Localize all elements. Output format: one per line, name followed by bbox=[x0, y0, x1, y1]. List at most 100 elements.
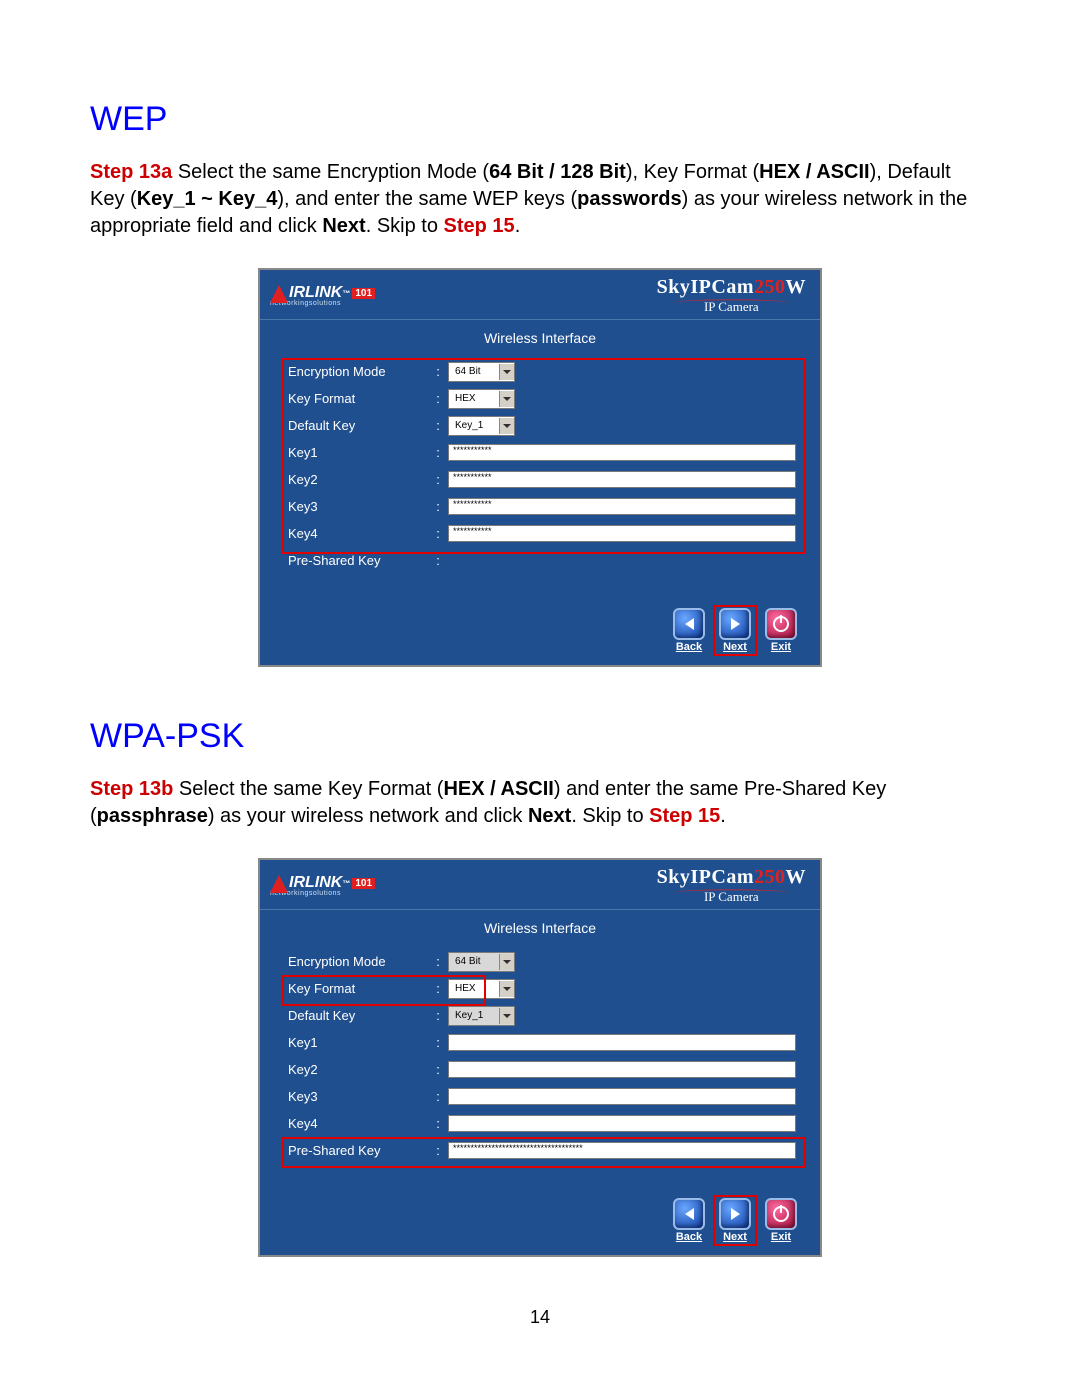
key4-input[interactable] bbox=[448, 1115, 796, 1132]
panel-title: Wireless Interface bbox=[260, 320, 820, 358]
t: SkyIPCam bbox=[657, 276, 754, 298]
key2-input[interactable] bbox=[448, 1061, 796, 1078]
colon: : bbox=[428, 1062, 448, 1077]
step-label: Step 13a bbox=[90, 161, 172, 183]
t: Next bbox=[322, 215, 365, 237]
back-button[interactable]: Back bbox=[670, 608, 708, 653]
t: . bbox=[515, 215, 521, 237]
select-value: Key_1 bbox=[449, 1010, 499, 1021]
wpa-config-panel: IRLINK ™ 101 networkingsolutions SkyIPCa… bbox=[258, 858, 822, 1257]
next-button[interactable]: Next bbox=[716, 608, 754, 653]
select-value: Key_1 bbox=[449, 420, 499, 431]
label-psk: Pre-Shared Key bbox=[288, 1143, 428, 1158]
label-key-format: Key Format bbox=[288, 391, 428, 406]
psk-input[interactable]: ************************************* bbox=[448, 1142, 796, 1159]
t: 64 Bit / 128 Bit bbox=[489, 161, 626, 183]
t: Select the same Key Format ( bbox=[173, 778, 443, 800]
t: SkyIPCam bbox=[657, 866, 754, 888]
arrow-left-icon bbox=[685, 618, 694, 630]
label-key2: Key2 bbox=[288, 472, 428, 487]
brand-101: 101 bbox=[352, 878, 375, 889]
colon: : bbox=[428, 553, 448, 568]
label-key3: Key3 bbox=[288, 499, 428, 514]
label-psk: Pre-Shared Key bbox=[288, 553, 428, 568]
airlink-logo-icon bbox=[270, 285, 288, 303]
label-key3: Key3 bbox=[288, 1089, 428, 1104]
key3-input[interactable] bbox=[448, 1088, 796, 1105]
brand-right: SkyIPCam250W IP Camera bbox=[657, 866, 806, 905]
label-key-format: Key Format bbox=[288, 981, 428, 996]
airlink-logo-icon bbox=[270, 875, 288, 893]
select-value: HEX bbox=[449, 393, 499, 404]
colon: : bbox=[428, 418, 448, 433]
button-label: Next bbox=[716, 1231, 754, 1243]
chevron-down-icon bbox=[499, 364, 514, 380]
button-label: Back bbox=[670, 1231, 708, 1243]
brand-right: SkyIPCam250W IP Camera bbox=[657, 276, 806, 315]
default-key-select[interactable]: Key_1 bbox=[448, 416, 515, 436]
key1-input[interactable] bbox=[448, 1034, 796, 1051]
t: 250 bbox=[754, 866, 786, 888]
button-label: Back bbox=[670, 641, 708, 653]
key4-input[interactable]: *********** bbox=[448, 525, 796, 542]
colon: : bbox=[428, 1035, 448, 1050]
t: . Skip to bbox=[571, 805, 649, 827]
arrow-right-icon bbox=[731, 618, 740, 630]
label-key4: Key4 bbox=[288, 1116, 428, 1131]
button-label: Next bbox=[716, 641, 754, 653]
key-format-select[interactable]: HEX bbox=[448, 979, 515, 999]
arrow-left-icon bbox=[685, 1208, 694, 1220]
power-icon bbox=[773, 616, 789, 632]
key3-input[interactable]: *********** bbox=[448, 498, 796, 515]
form-area: Encryption Mode : 64 Bit Key Format : HE… bbox=[260, 358, 820, 586]
power-icon bbox=[773, 1206, 789, 1222]
back-button[interactable]: Back bbox=[670, 1198, 708, 1243]
chevron-down-icon bbox=[499, 981, 514, 997]
t: IP Camera bbox=[694, 889, 769, 905]
button-bar: Back Next Exit bbox=[260, 1176, 820, 1255]
label-key1: Key1 bbox=[288, 445, 428, 460]
t: W bbox=[786, 866, 807, 888]
t: Key_1 ~ Key_4 bbox=[137, 188, 278, 210]
colon: : bbox=[428, 499, 448, 514]
brand-101: 101 bbox=[352, 288, 375, 299]
panel-header: IRLINK ™ 101 networkingsolutions SkyIPCa… bbox=[260, 860, 820, 910]
exit-button[interactable]: Exit bbox=[762, 1198, 800, 1243]
step-ref: Step 15 bbox=[444, 215, 515, 237]
next-button[interactable]: Next bbox=[716, 1198, 754, 1243]
exit-button[interactable]: Exit bbox=[762, 608, 800, 653]
label-enc-mode: Encryption Mode bbox=[288, 364, 428, 379]
key-format-select[interactable]: HEX bbox=[448, 389, 515, 409]
colon: : bbox=[428, 1143, 448, 1158]
label-default-key: Default Key bbox=[288, 418, 428, 433]
t: ), Key Format ( bbox=[626, 161, 759, 183]
t: 250 bbox=[754, 276, 786, 298]
key1-input[interactable]: *********** bbox=[448, 444, 796, 461]
colon: : bbox=[428, 1116, 448, 1131]
t: ) as your wireless network and click bbox=[208, 805, 528, 827]
label-enc-mode: Encryption Mode bbox=[288, 954, 428, 969]
key2-input[interactable]: *********** bbox=[448, 471, 796, 488]
wpa-step-paragraph: Step 13b Select the same Key Format (HEX… bbox=[90, 776, 990, 830]
encryption-mode-select: 64 Bit bbox=[448, 952, 515, 972]
panel-title: Wireless Interface bbox=[260, 910, 820, 948]
t: passphrase bbox=[97, 805, 208, 827]
t: . bbox=[720, 805, 726, 827]
wpa-heading: WPA-PSK bbox=[90, 717, 990, 756]
t: ), and enter the same WEP keys ( bbox=[277, 188, 577, 210]
colon: : bbox=[428, 445, 448, 460]
t: . Skip to bbox=[366, 215, 444, 237]
panel-header: IRLINK ™ 101 networkingsolutions SkyIPCa… bbox=[260, 270, 820, 320]
label-key1: Key1 bbox=[288, 1035, 428, 1050]
chevron-down-icon bbox=[499, 418, 514, 434]
label-key4: Key4 bbox=[288, 526, 428, 541]
page-number: 14 bbox=[90, 1307, 990, 1328]
t: passwords bbox=[577, 188, 681, 210]
chevron-down-icon bbox=[499, 1008, 514, 1024]
wep-heading: WEP bbox=[90, 100, 990, 139]
colon: : bbox=[428, 1008, 448, 1023]
arrow-right-icon bbox=[731, 1208, 740, 1220]
label-key2: Key2 bbox=[288, 1062, 428, 1077]
encryption-mode-select[interactable]: 64 Bit bbox=[448, 362, 515, 382]
colon: : bbox=[428, 364, 448, 379]
